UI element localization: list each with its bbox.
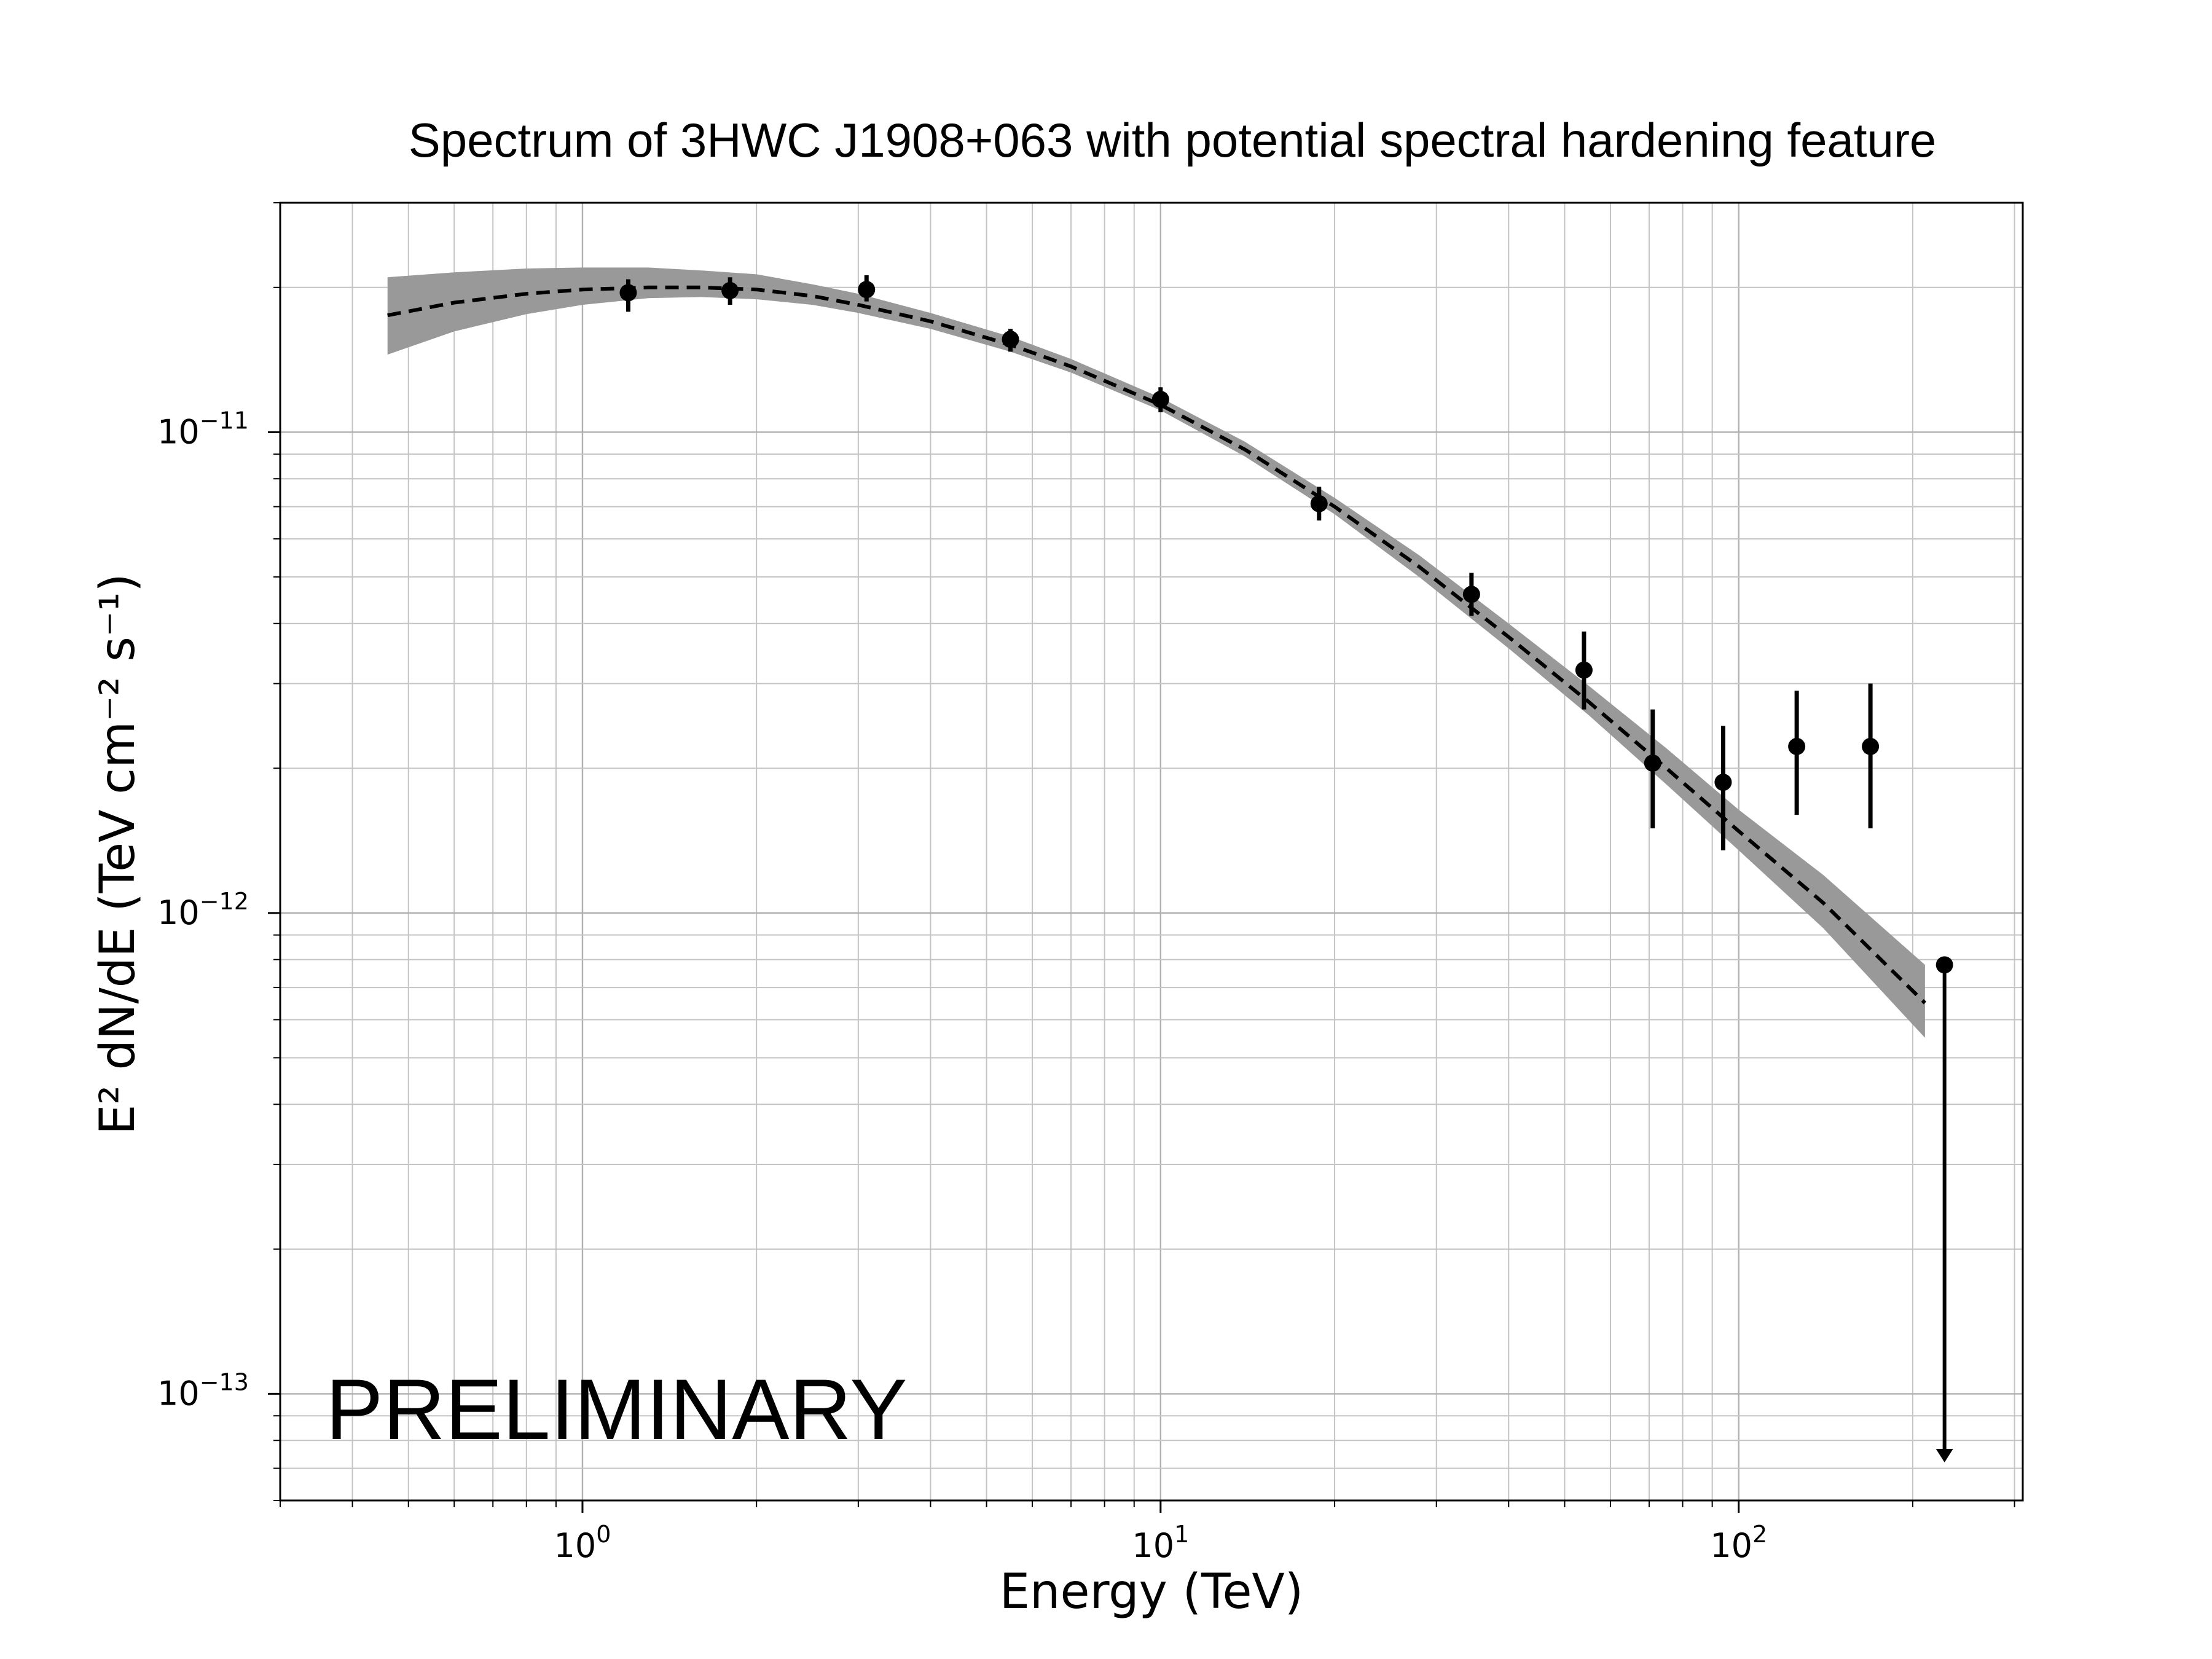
data-point [1862,737,1880,755]
plot-frame [279,202,2024,1502]
model-curve-line [387,285,1927,1005]
grid [280,202,2023,1501]
upper-limit-arrowhead [1936,1449,1953,1463]
data-point [1310,495,1328,512]
data-point [1714,774,1732,791]
model-curve [387,285,1927,1005]
data-points [619,275,1880,850]
y-tick-label: 10−13 [157,1368,249,1413]
data-point [1002,331,1019,348]
x-axis-label: Energy (TeV) [1000,1564,1303,1620]
y-axis-ticks: 10−11 10−12 10−13 [157,202,280,1501]
data-point [1788,737,1806,755]
x-tick-label: 100 [554,1521,611,1565]
x-axis-ticks: 100 101 102 [280,1500,2015,1565]
model-uncertainty-band [387,267,1925,1038]
data-point [1151,391,1169,409]
data-point [1462,586,1480,603]
x-tick-label: 102 [1710,1521,1767,1565]
upper-limit-point [1936,956,1953,974]
data-point [721,281,739,299]
chart-title: Spectrum of 3HWC J1908+063 with potentia… [409,113,1937,167]
data-point [619,284,637,302]
y-tick-label: 10−12 [157,888,249,932]
uncertainty-band-area [387,267,1925,1038]
data-point [858,281,876,299]
preliminary-annotation: PRELIMINARY [326,1361,908,1457]
x-tick-label: 101 [1132,1521,1189,1565]
y-tick-label: 10−11 [157,407,249,451]
y-axis-label: E² dN/dE (TeV cm⁻² s⁻¹) [90,573,146,1135]
data-point [1575,661,1593,679]
data-point [1644,754,1661,772]
upper-limits [1936,956,1953,1463]
